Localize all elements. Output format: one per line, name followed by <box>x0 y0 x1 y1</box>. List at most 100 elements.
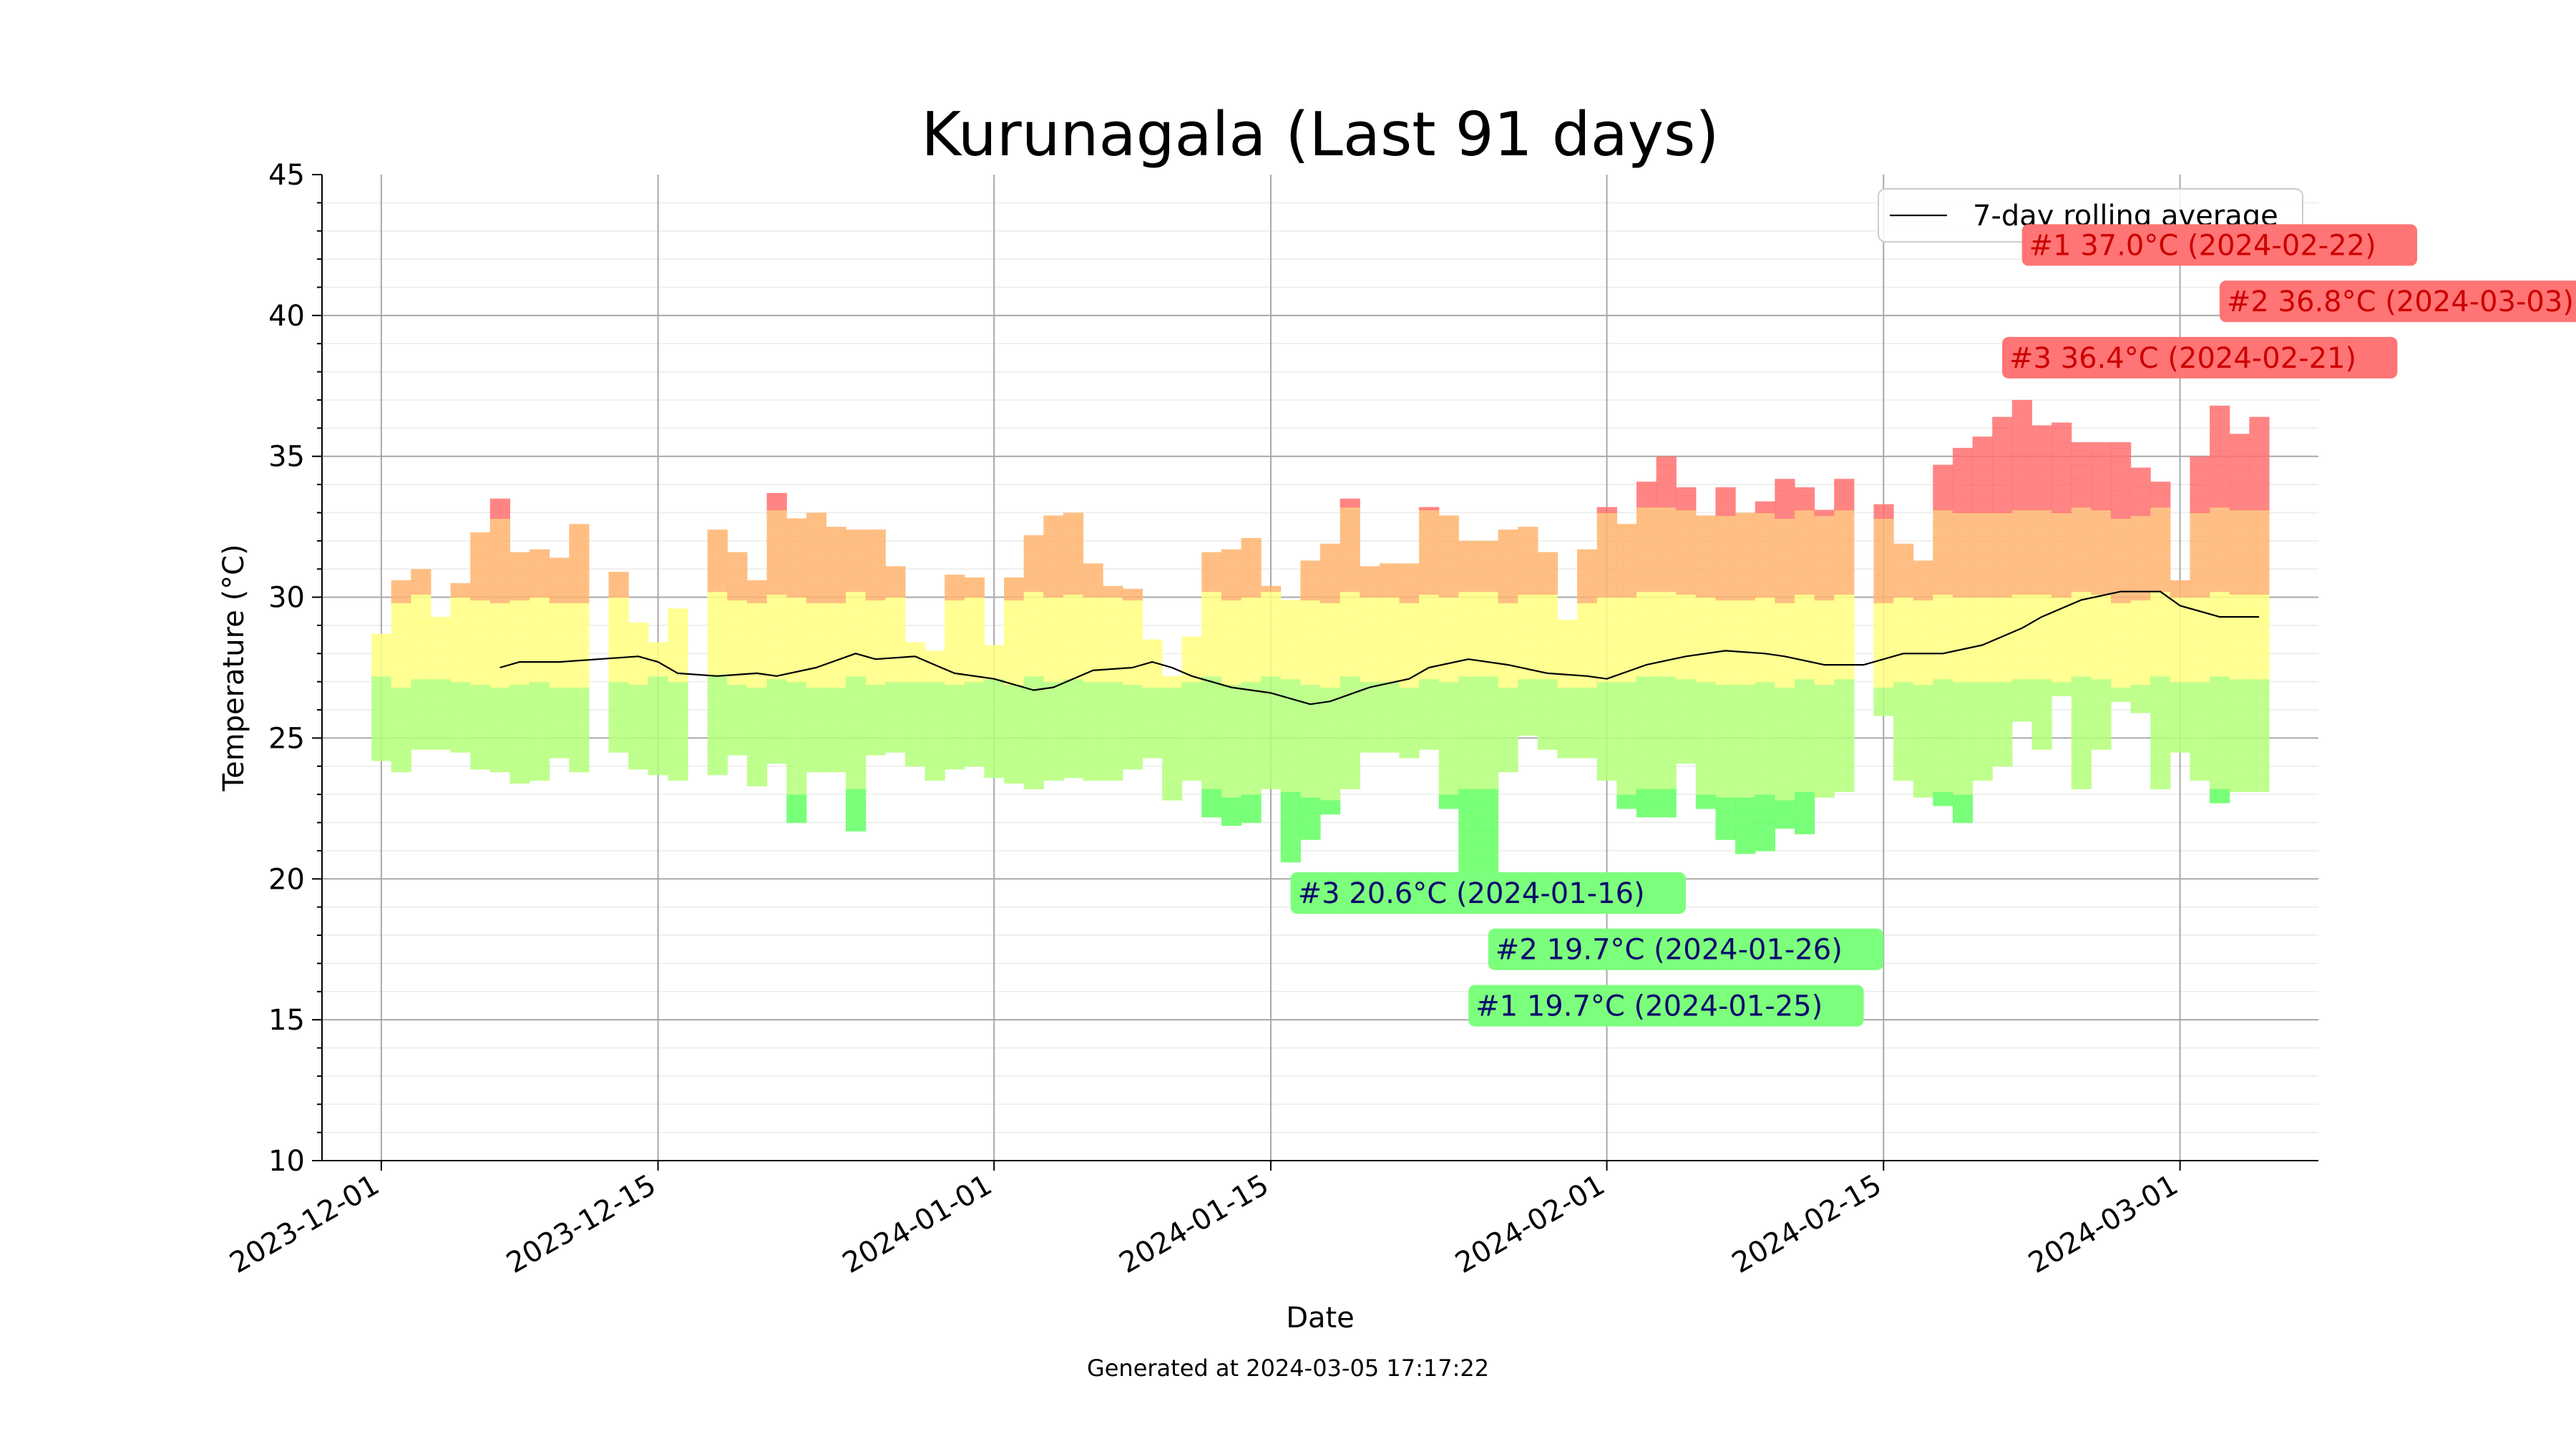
bar-segment <box>2210 746 2230 761</box>
bar-segment <box>2091 524 2112 539</box>
bar-segment <box>489 645 511 660</box>
bar-segment <box>450 625 471 640</box>
bar-segment <box>1557 620 1578 632</box>
bar-segment <box>2210 549 2230 564</box>
bar-segment <box>470 726 491 741</box>
bar-segment <box>1498 630 1518 646</box>
bar-segment <box>1794 650 1815 665</box>
annotation-box <box>2002 336 2398 379</box>
bar-segment <box>489 729 511 744</box>
bar-segment <box>2249 665 2270 680</box>
bar-segment <box>2190 498 2210 514</box>
bar-segment <box>1676 537 1697 553</box>
bar-segment <box>1656 577 1677 592</box>
bar-segment <box>1972 527 1993 542</box>
bar-segment <box>826 617 847 632</box>
bar-segment <box>2229 495 2250 511</box>
bar-segment <box>608 625 629 640</box>
bar-segment <box>1280 721 1301 736</box>
bar-segment <box>391 588 411 604</box>
bar-segment <box>1933 537 1953 553</box>
bar-segment <box>430 623 452 638</box>
bar-segment <box>2110 489 2132 505</box>
bar-segment <box>648 662 669 677</box>
bar-segment <box>1715 501 1736 516</box>
bar-segment <box>1300 614 1321 629</box>
bar-segment <box>1834 608 1855 623</box>
bar-segment <box>1814 698 1835 713</box>
bar-segment <box>1616 527 1637 542</box>
bar-segment <box>766 608 787 623</box>
bar-segment <box>1419 707 1440 722</box>
bar-segment <box>2249 416 2270 426</box>
bar-segment <box>2249 678 2270 694</box>
bar-segment <box>1715 642 1736 657</box>
bar-segment <box>549 560 570 575</box>
bar-segment <box>2190 639 2210 654</box>
bar-segment <box>1518 693 1538 708</box>
bar-segment <box>1933 678 1953 694</box>
bar-segment <box>391 757 411 773</box>
bar-segment <box>1577 549 1598 561</box>
bar-segment <box>1201 620 1222 635</box>
bar-segment <box>2249 749 2270 764</box>
bar-segment <box>2031 623 2052 638</box>
bar-segment <box>2051 428 2072 443</box>
bar-segment <box>2249 707 2270 722</box>
bar-segment <box>1873 518 1894 533</box>
bar-segment <box>1715 600 1736 615</box>
bar-segment <box>648 642 669 649</box>
bar-segment <box>1972 484 1993 499</box>
bar-segment <box>2210 690 2230 705</box>
bar-segment <box>1221 628 1242 643</box>
bar-segment <box>1241 582 1262 598</box>
bar-segment <box>1478 591 1499 606</box>
bar-segment <box>430 693 452 708</box>
bar-segment <box>924 653 945 668</box>
bar-segment <box>371 746 392 761</box>
daily-range-bar <box>846 530 867 831</box>
bar-segment <box>1992 428 2013 443</box>
bar-segment <box>2170 738 2191 753</box>
bar-segment <box>1577 659 1598 674</box>
bar-segment <box>1676 707 1697 722</box>
bar-segment <box>1023 605 1044 620</box>
bar-segment <box>1616 681 1637 696</box>
bar-segment <box>865 670 886 686</box>
bar-segment <box>1360 710 1380 725</box>
bar-segment <box>1162 715 1183 731</box>
bar-segment <box>1775 602 1795 618</box>
bar-segment <box>1181 653 1202 668</box>
bar-segment <box>1340 535 1360 550</box>
bar-segment <box>2071 648 2092 663</box>
bar-segment <box>1300 698 1321 713</box>
bar-segment <box>1735 741 1756 756</box>
bar-segment <box>549 673 570 688</box>
bar-segment <box>1458 859 1479 874</box>
bar-segment <box>1241 723 1262 739</box>
bar-segment <box>1834 749 1855 764</box>
bar-segment <box>1478 760 1499 776</box>
bar-segment <box>1419 636 1440 651</box>
bar-segment <box>411 580 431 595</box>
bar-segment <box>806 560 827 575</box>
bar-segment <box>1952 527 1974 542</box>
bar-segment <box>1419 693 1440 708</box>
bar-segment <box>530 681 550 696</box>
bar-segment <box>1616 597 1637 612</box>
bar-segment <box>1952 582 1974 598</box>
bar-segment <box>1755 681 1775 696</box>
bar-segment <box>1893 639 1914 654</box>
bar-segment <box>1458 563 1479 578</box>
bar-segment <box>1972 710 1993 725</box>
bar-segment <box>1834 735 1855 750</box>
bar-segment <box>1656 633 1677 649</box>
bar-segment <box>489 630 511 646</box>
bar-segment <box>1201 760 1222 776</box>
bar-segment <box>924 738 945 753</box>
bar-segment <box>2210 718 2230 733</box>
bar-segment <box>1735 825 1756 840</box>
bar-segment <box>766 566 787 581</box>
bar-segment <box>569 757 590 773</box>
bar-segment <box>2210 464 2230 479</box>
